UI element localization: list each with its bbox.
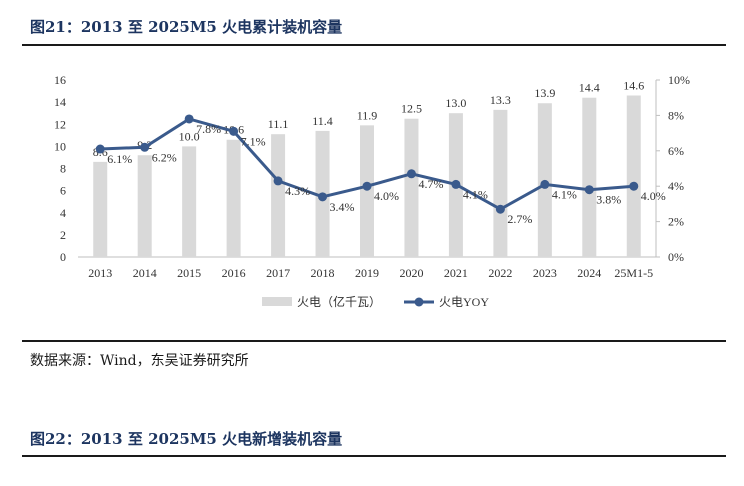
legend-bar-swatch [262,297,292,306]
bar-label-2015: 10.0 [179,129,200,143]
x-tick-2018: 2018 [311,266,335,280]
bar-2020 [404,118,419,257]
bar-label-2022: 13.3 [490,93,511,107]
yoy-point-2019 [362,181,372,191]
bar-label-2021: 13.0 [445,96,466,110]
x-tick-2017: 2017 [266,266,290,280]
x-tick-2020: 2020 [399,266,423,280]
yoy-label-2019: 4.0% [374,189,399,203]
bar-2017 [271,134,286,257]
yoy-label-2015: 7.8% [196,122,221,136]
bar-2013 [93,161,108,257]
bar-label-2017: 11.1 [268,117,289,131]
title-rule-bottom [22,455,726,457]
yoy-point-2018 [318,192,328,202]
yoy-labels: 6.1% 6.2% 7.8% 7.1% 4.3% 3.4% 4.0% 4.7% 4.1% 2.7%… [107,122,666,226]
left-tick-label: 14 [54,95,66,109]
yoy-point-2022 [495,204,505,214]
x-tick-2023: 2023 [533,266,557,280]
source-note: 数据来源：Wind，东吴证券研究所 [30,353,249,369]
left-tick-label: 10 [54,139,66,153]
yoy-point-25M1-5 [629,181,639,191]
legend-bar-label: 火电（亿千瓦） [297,294,381,309]
yoy-point-2023 [540,179,550,189]
bar-2014 [137,155,152,257]
yoy-point-2014 [140,142,150,152]
bar-label-2019: 11.9 [357,108,378,122]
x-tick-2016: 2016 [222,266,246,280]
title-rule-top [22,44,726,46]
yoy-point-2021 [451,179,461,189]
yoy-label-25M1-5: 4.0% [641,189,666,203]
bar-2024 [582,97,597,257]
yoy-point-2020 [406,169,416,179]
yoy-point-2024 [584,185,594,195]
right-tick-label: 4% [668,179,684,193]
figure-21-title: 图21：2013 至 2025M5 火电累计装机容量 [30,18,343,36]
left-tick-label: 8 [60,162,66,176]
right-tick-label: 6% [668,144,684,158]
x-tick-2024: 2024 [577,266,601,280]
yoy-label-2018: 3.4% [330,200,355,214]
yoy-label-2023: 4.1% [552,187,577,201]
legend-line-marker [414,297,424,307]
yoy-point-2017 [273,176,283,186]
left-tick-label: 12 [54,117,66,131]
bar-label-2024: 14.4 [579,81,600,95]
left-tick-label: 0 [60,250,66,264]
yoy-label-2022: 2.7% [507,212,532,226]
legend: 火电（亿千瓦） 火电YOY [262,294,489,309]
right-tick-label: 10% [668,73,690,87]
bar-series [93,95,641,258]
left-tick-label: 6 [60,184,66,198]
x-tick-2013: 2013 [88,266,112,280]
right-tick-label: 0% [668,250,684,264]
yoy-line-series [95,114,639,214]
bar-2016 [226,139,241,257]
left-tick-label: 2 [60,228,66,242]
x-tick-2021: 2021 [444,266,468,280]
yoy-label-2024: 3.8% [596,193,621,207]
x-tick-2014: 2014 [133,266,157,280]
yoy-label-2020: 4.7% [418,177,443,191]
x-tick-2019: 2019 [355,266,379,280]
yoy-label-2017: 4.3% [285,184,310,198]
yoy-label-2014: 6.2% [152,150,177,164]
right-axis: 0% 2% 4% 6% 8% 10% [655,73,690,264]
yoy-label-2013: 6.1% [107,152,132,166]
x-tick-25M1-5: 25M1-5 [614,266,653,280]
figure-22-title: 图22：2013 至 2025M5 火电新增装机容量 [30,430,343,448]
left-tick-label: 16 [54,73,66,87]
source-rule [22,340,726,342]
yoy-point-2016 [229,126,239,136]
yoy-point-2015 [184,114,194,124]
right-tick-label: 8% [668,108,684,122]
yoy-point-2013 [95,144,105,154]
legend-line-label: 火电YOY [439,295,489,309]
yoy-label-2021: 4.1% [463,187,488,201]
bar-label-25M1-5: 14.6 [623,78,644,92]
bar-label-2023: 13.9 [534,86,555,100]
bar-2022 [493,109,508,258]
right-tick-label: 2% [668,215,684,229]
bar-label-2018: 11.4 [312,114,333,128]
yoy-label-2016: 7.1% [241,134,266,148]
bar-2015 [182,146,197,257]
bar-2019 [360,125,374,257]
x-axis-ticks: 2013 2014 2015 2016 2017 2018 2019 2020 2021 2022… [88,266,653,280]
bar-25M1-5 [626,95,641,257]
bar-label-2020: 12.5 [401,102,422,116]
x-tick-2022: 2022 [488,266,512,280]
left-tick-label: 4 [60,206,66,220]
x-tick-2015: 2015 [177,266,201,280]
